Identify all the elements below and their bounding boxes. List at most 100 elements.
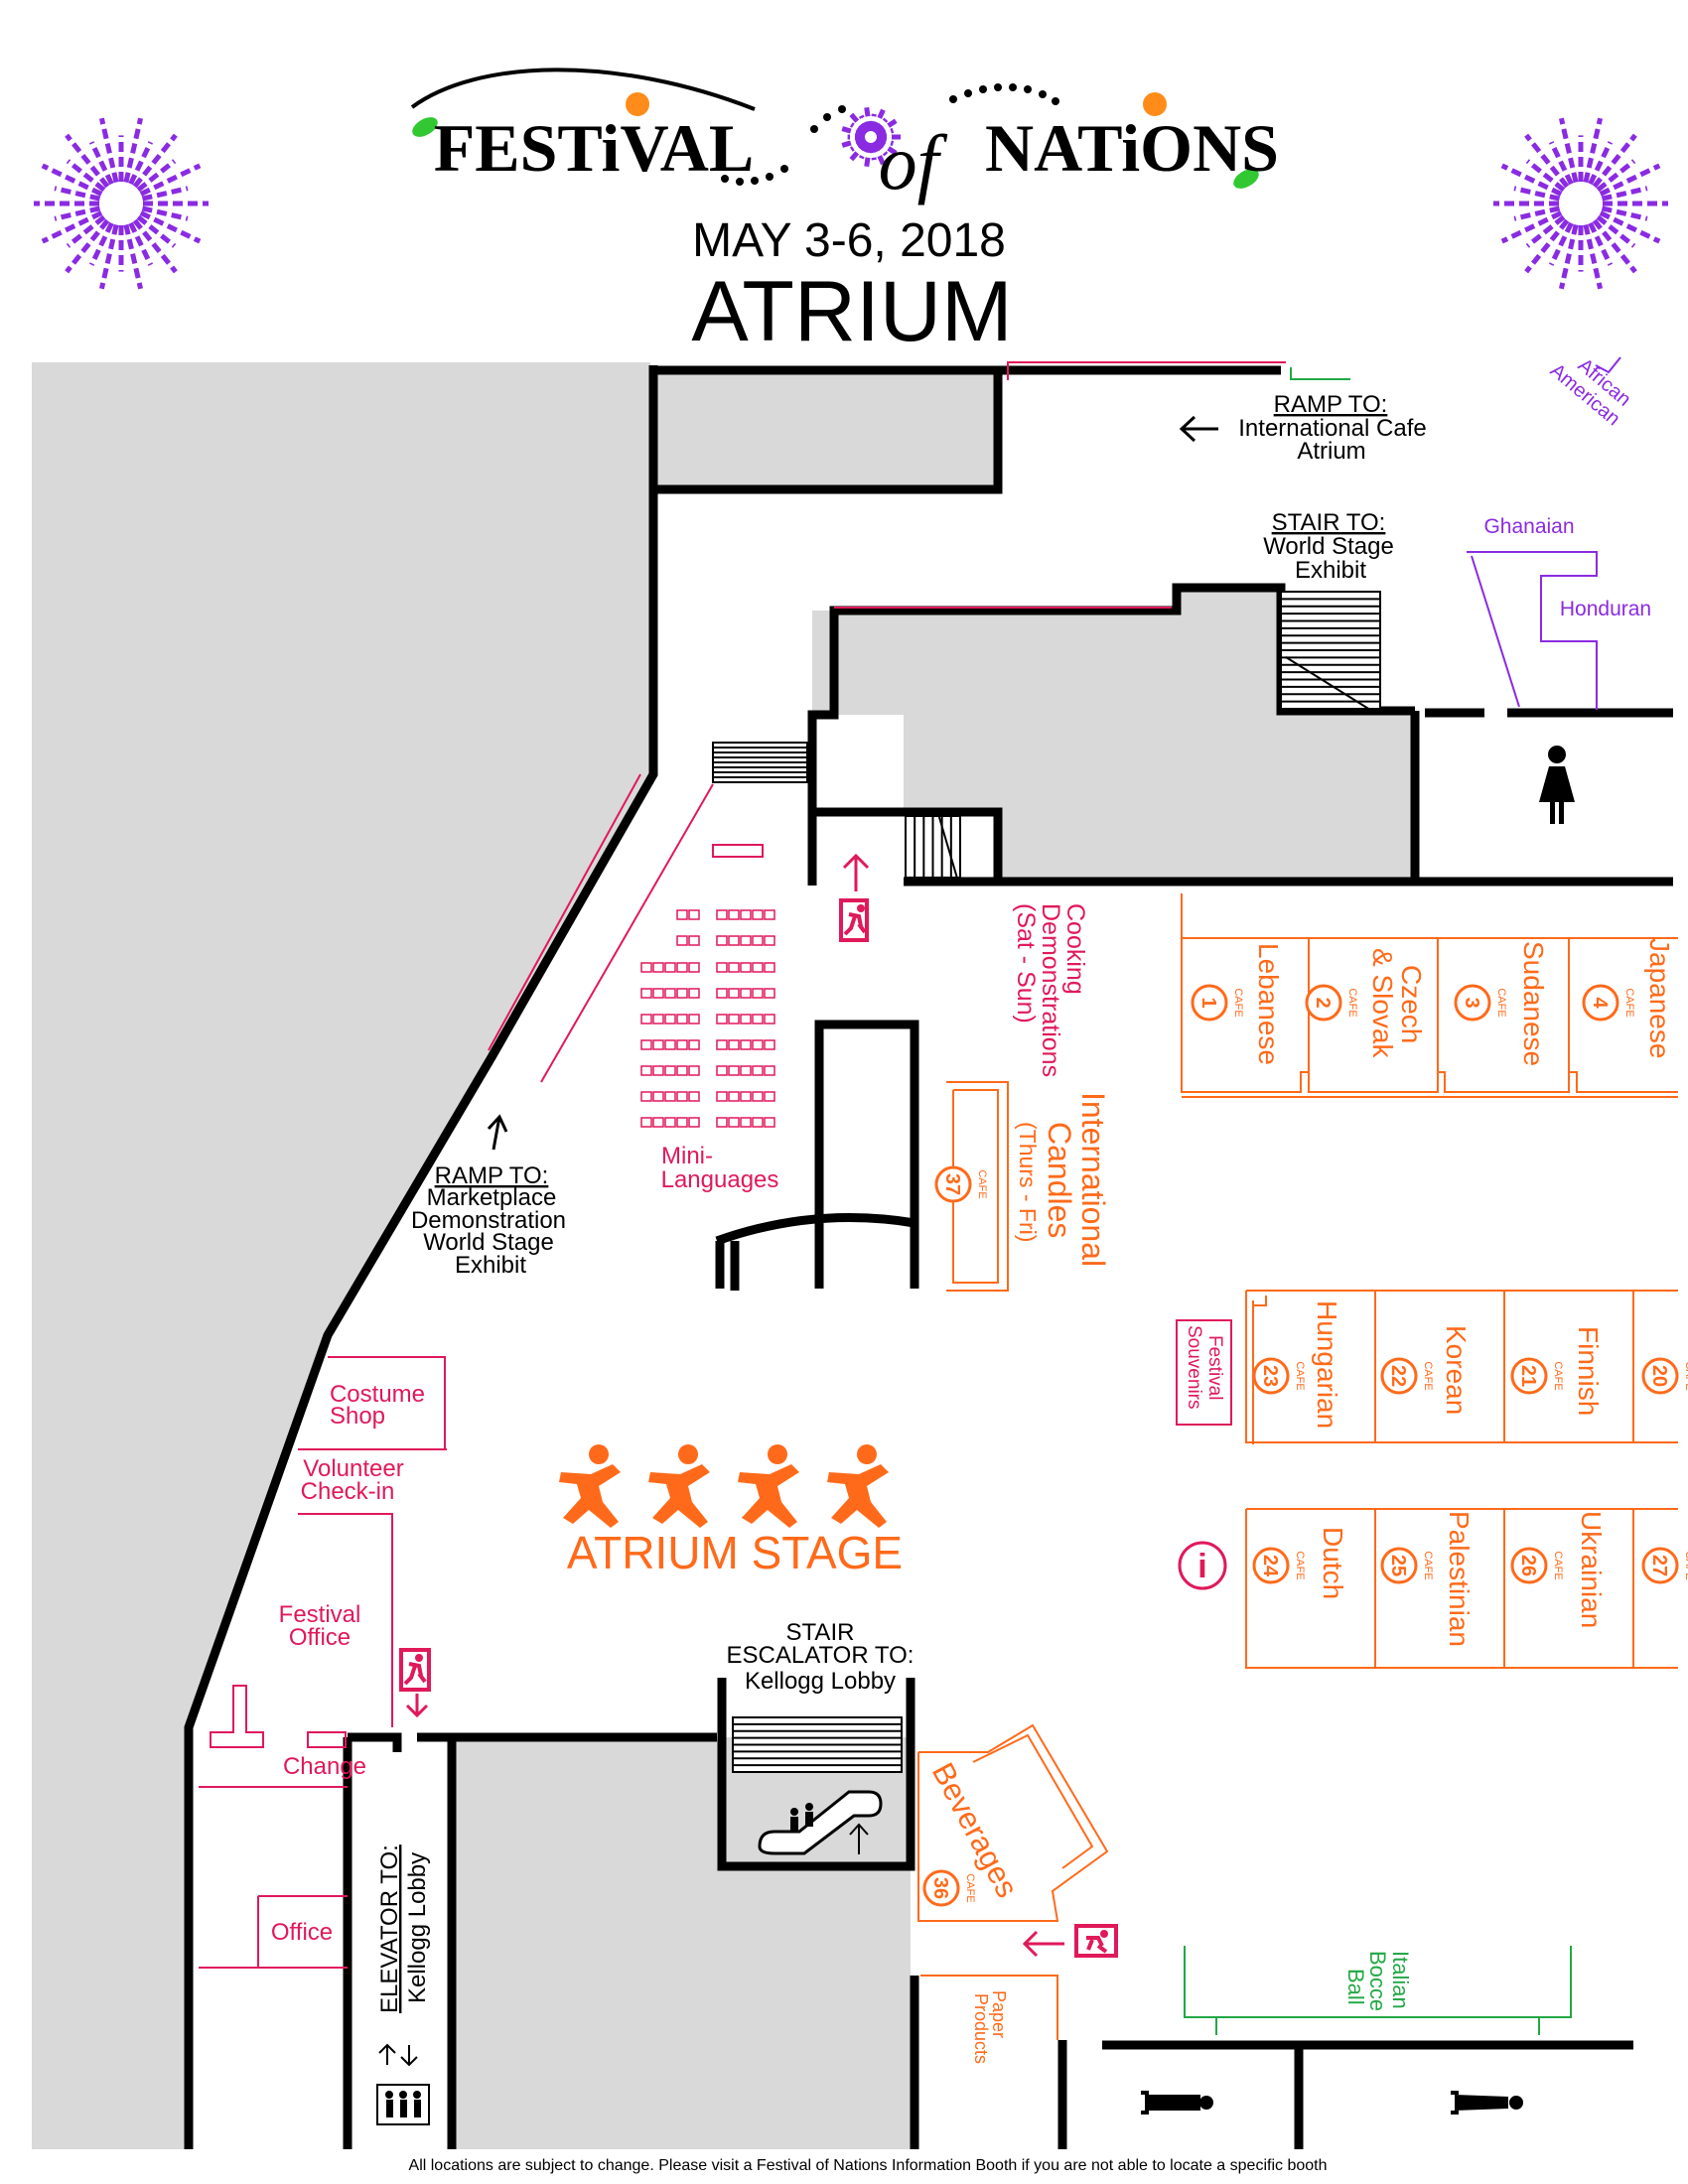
firework-ray [869,142,877,161]
ramp-intl-cafe-heading: RAMP TO: [1274,391,1388,418]
seat [764,935,775,946]
seat [752,1091,764,1102]
wall-stub-left [715,1241,740,1291]
logo-flower-icon [626,92,649,116]
wall-lower-right [910,1976,1067,2149]
seat [688,988,700,999]
firework-ray [1558,223,1579,290]
seat [740,1117,752,1128]
firework-ray [1525,214,1566,248]
cafe-name-dutch: Dutch [1318,1527,1348,1599]
footer-disclaimer: All locations are subject to change. Ple… [409,2157,1328,2174]
firework-ray [98,223,119,290]
cafe-number-circle [1305,984,1342,1022]
cafe-booth-outline [946,1081,1009,1292]
seat [688,935,700,946]
cafe-badge-1: 1 CAFE [1191,984,1244,1022]
stairs-small [905,815,961,879]
cafe-name-korean: Korean [1441,1325,1472,1415]
festival-souvenirs-line: Souvenirs [1184,1325,1204,1410]
seat [764,962,775,973]
seat [688,1065,700,1076]
cafe-badge-4: 4 CAFE [1582,984,1635,1022]
wall-restroom-bottom [1102,2040,1633,2149]
cafe-number-circle [1252,1357,1290,1395]
cafe-booth-outline [1245,1508,1678,1669]
firework-ray [141,205,189,221]
paper-products-line: Paper [989,1990,1009,2038]
cafe-number: 26 [1517,1555,1539,1576]
stair-world-stage-line: Exhibit [1295,557,1366,584]
cafe-number: 27 [1648,1555,1670,1576]
volunteer-line: Check-in [301,1478,395,1505]
seat [640,962,652,973]
seat [728,988,740,999]
elevator-label: ELEVATOR TO: Kellogg Lobby [376,1844,431,2013]
firework-ray [873,139,889,157]
seat [752,1065,764,1076]
costume-shop-outline [328,1356,446,1449]
firework-ray [849,138,868,152]
logo-dot [1009,83,1017,91]
firework-ray [869,113,877,132]
firework-ray [136,159,177,193]
logo-dot [979,85,987,93]
cafe-booth-divider [1374,1509,1634,1668]
seat [740,1091,752,1102]
paper-products-line: Products [971,1993,991,2064]
office-label: Office [271,1919,333,1946]
cafe-name-palestinian: Palestinian [1444,1511,1475,1647]
cafe-badge-37: 37 CAFE [934,1165,988,1203]
cafe-number-circle [1191,984,1228,1022]
firework-ray [1596,159,1636,193]
festival-souvenirs-outline [1176,1319,1232,1426]
bocce-outline [1184,1946,1572,2035]
bocce-line: Italian [1388,1951,1413,2009]
logo-dot [1024,85,1032,93]
cafe-badge-22: 22 CAFE [1380,1357,1434,1395]
cafe-name-thurs-fri: (Thurs - Fri) [1015,1122,1041,1242]
cafe-name-japanese: Japanese [1644,938,1675,1058]
seat [764,988,775,999]
logo-dots [721,83,1059,186]
firework-ray [873,117,889,135]
mini-language-table [712,844,764,858]
firework-ray [876,128,895,138]
seat [688,1039,700,1050]
seat [676,1117,688,1128]
logo-leaf-icon [412,117,438,137]
firework-ray [1601,205,1648,221]
firework-ray [88,141,114,186]
seat [652,1039,664,1050]
seat [728,935,740,946]
firework-ray [1588,141,1614,186]
ramp-marketplace-heading: RAMP TO: [435,1162,549,1189]
cooking-line: Demonstrations [1037,903,1064,1077]
volunteer-line: Volunteer [303,1455,403,1482]
cafe-name-czech: Czech [1396,965,1427,1043]
firework-ray [1592,218,1637,274]
elevator-icon [376,2043,430,2125]
logo-dot [1052,97,1059,105]
logo-dot [721,175,729,183]
seat [676,988,688,999]
cafe-booth-outline [917,1723,1109,1922]
cafe-label: CAFE [1552,1551,1564,1579]
pink-accent [540,783,714,1083]
exit-icon [839,898,869,942]
firework-ray [859,141,871,160]
cafe-number: 25 [1387,1555,1409,1576]
exit-arrow-left-icon [1022,1930,1064,1958]
firework-ray [1513,205,1561,221]
seat [664,1014,676,1024]
firework-ray [54,186,101,202]
firework-ray [841,136,866,148]
logo-dot [823,113,831,121]
seat [728,1117,740,1128]
dancer-icon [559,1444,621,1528]
seat [752,1117,764,1128]
seat [664,988,676,999]
cafe-number-circle [1380,1357,1418,1395]
pink-accent [1007,361,1286,380]
wall-top-block [653,374,1003,494]
